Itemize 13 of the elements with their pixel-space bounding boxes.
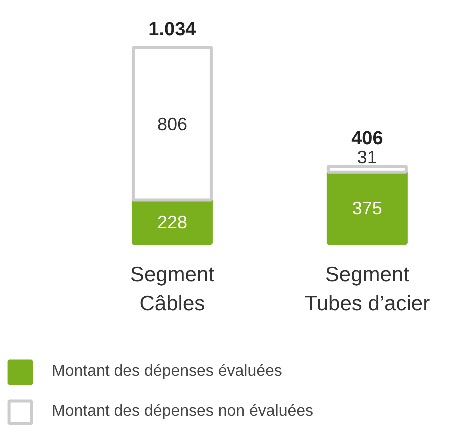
data-label: 228: [157, 212, 188, 232]
total-label: 1.034: [148, 20, 197, 40]
bar: [326, 165, 408, 174]
x-tick-label: Segment Câbles: [130, 264, 215, 316]
data-label: 806: [157, 114, 188, 134]
bar: [132, 46, 213, 202]
data-label: 375: [352, 198, 382, 218]
legend-label: Montant des dépenses non évaluées: [52, 403, 314, 421]
legend-label: Montant des dépenses évaluées: [52, 363, 282, 381]
data-label: 31: [357, 148, 378, 168]
x-tick-label: Segment Tubes d’acier: [304, 264, 430, 316]
total-label: 406: [352, 128, 384, 150]
bar: [326, 170, 408, 245]
